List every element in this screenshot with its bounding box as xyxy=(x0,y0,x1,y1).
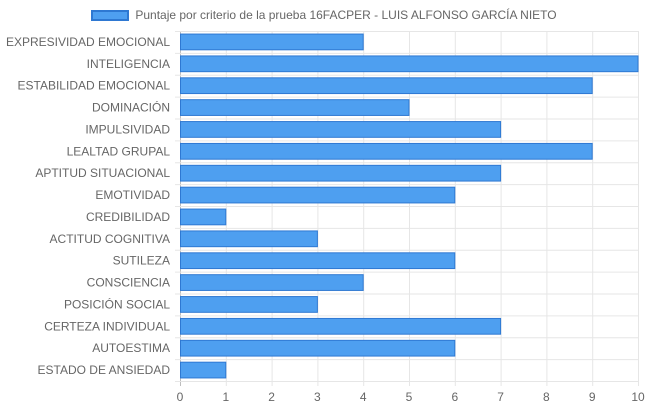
category-label: CERTEZA INDIVIDUAL xyxy=(44,319,170,333)
bar[interactable] xyxy=(180,252,456,270)
category-label: DOMINACIÓN xyxy=(92,100,170,115)
bar[interactable] xyxy=(180,164,502,182)
x-tick-label: 2 xyxy=(268,390,275,404)
category-label: SUTILEZA xyxy=(113,254,170,268)
category-label: EXPRESIVIDAD EMOCIONAL xyxy=(6,35,170,49)
category-label: CONSCIENCIA xyxy=(87,276,170,290)
bar[interactable] xyxy=(180,339,456,357)
legend-label: Puntaje por criterio de la prueba 16FACP… xyxy=(135,8,557,22)
bar[interactable] xyxy=(180,208,227,226)
chart-legend[interactable]: Puntaje por criterio de la prueba 16FACP… xyxy=(0,5,648,25)
category-label: EMOTIVIDAD xyxy=(95,188,170,202)
bar[interactable] xyxy=(180,361,227,379)
x-tick-label: 1 xyxy=(222,390,229,404)
bar[interactable] xyxy=(180,274,364,291)
bar[interactable] xyxy=(180,317,502,335)
x-tick-label: 4 xyxy=(360,390,367,404)
bar[interactable] xyxy=(180,99,410,116)
category-label: INTELIGENCIA xyxy=(87,57,170,71)
bar[interactable] xyxy=(180,186,456,204)
bar[interactable] xyxy=(180,142,593,160)
x-tick-label: 9 xyxy=(589,390,596,404)
category-label: CREDIBILIDAD xyxy=(86,210,170,224)
x-tick-label: 8 xyxy=(543,390,550,404)
bar[interactable] xyxy=(180,230,318,248)
bar[interactable] xyxy=(180,77,593,95)
category-label: APTITUD SITUACIONAL xyxy=(35,166,170,180)
category-label: AUTOESTIMA xyxy=(92,341,170,355)
legend-swatch xyxy=(91,9,130,21)
bar[interactable] xyxy=(180,121,502,138)
x-tick-label: 6 xyxy=(451,390,458,404)
category-label: ACTITUD COGNITIVA xyxy=(50,232,170,246)
x-tick-label: 3 xyxy=(314,390,321,404)
x-tick-label: 10 xyxy=(631,390,645,404)
x-tick-label: 7 xyxy=(497,390,504,404)
category-label: ESTADO DE ANSIEDAD xyxy=(38,363,171,377)
category-label: POSICIÓN SOCIAL xyxy=(64,296,170,311)
bar[interactable] xyxy=(180,55,639,73)
category-label: IMPULSIVIDAD xyxy=(85,122,170,136)
x-tick-label: 0 xyxy=(177,390,184,404)
bar[interactable] xyxy=(180,296,318,313)
category-label: ESTABILIDAD EMOCIONAL xyxy=(18,79,171,93)
x-tick-label: 5 xyxy=(406,390,413,404)
bar[interactable] xyxy=(180,33,364,51)
category-label: LEALTAD GRUPAL xyxy=(67,144,171,158)
